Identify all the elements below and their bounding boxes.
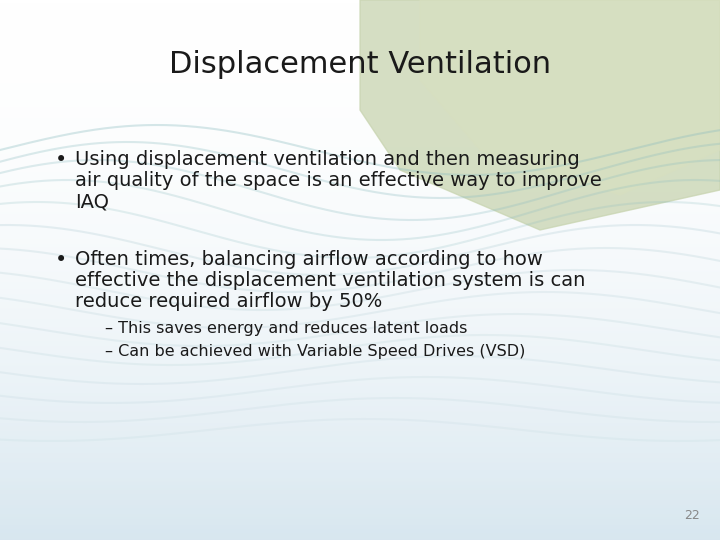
Text: Displacement Ventilation: Displacement Ventilation <box>169 50 551 79</box>
Polygon shape <box>420 0 720 195</box>
Text: reduce required airflow by 50%: reduce required airflow by 50% <box>75 292 382 311</box>
Text: – Can be achieved with Variable Speed Drives (VSD): – Can be achieved with Variable Speed Dr… <box>105 344 526 359</box>
Text: IAQ: IAQ <box>75 192 109 211</box>
Text: air quality of the space is an effective way to improve: air quality of the space is an effective… <box>75 171 602 190</box>
Text: Often times, balancing airflow according to how: Often times, balancing airflow according… <box>75 250 543 269</box>
Text: Using displacement ventilation and then measuring: Using displacement ventilation and then … <box>75 150 580 169</box>
Polygon shape <box>360 0 720 230</box>
Text: effective the displacement ventilation system is can: effective the displacement ventilation s… <box>75 271 585 290</box>
Text: •: • <box>55 250 67 270</box>
Text: – This saves energy and reduces latent loads: – This saves energy and reduces latent l… <box>105 321 467 336</box>
Text: •: • <box>55 150 67 170</box>
Text: 22: 22 <box>684 509 700 522</box>
